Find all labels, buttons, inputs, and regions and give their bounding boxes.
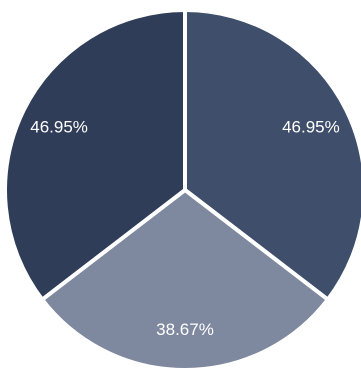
pie-slices [3,8,361,372]
pie-label-1: 46.95% [282,117,340,136]
pie-label-3: 38.67% [156,320,214,339]
pie-slice-3 [40,188,330,372]
pie-slice-2 [3,8,187,302]
pie-labels: 46.95% 38.67% 46.95% [30,117,340,339]
pie-slice-1 [183,8,361,302]
pie-label-2: 46.95% [30,117,88,136]
